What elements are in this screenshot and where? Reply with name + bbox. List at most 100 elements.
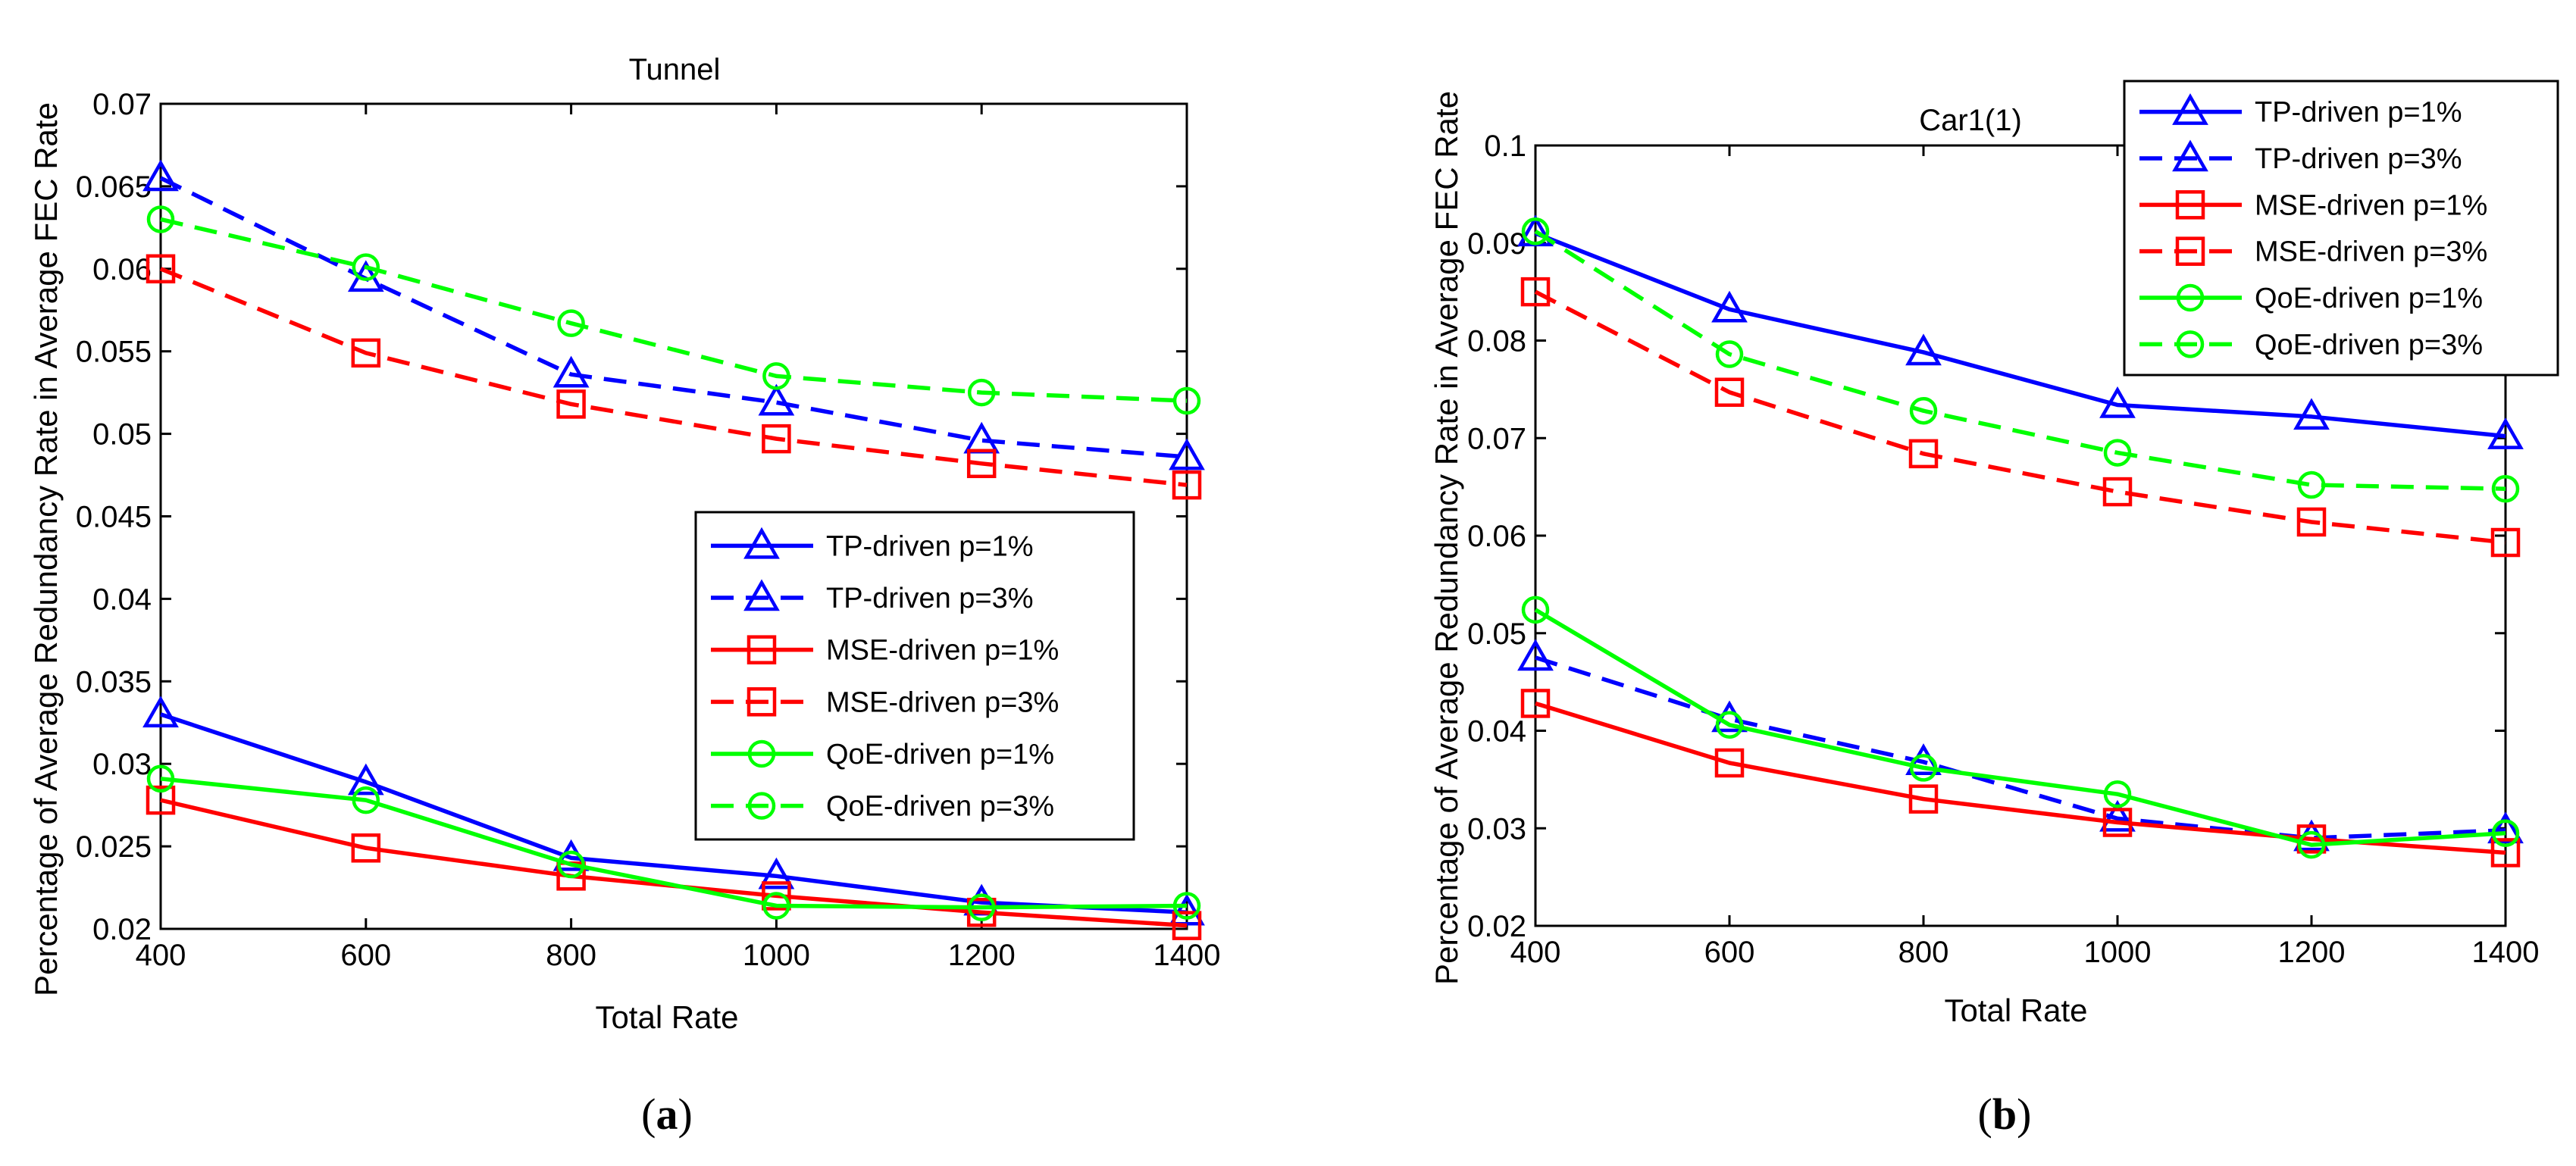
chart-b-y-tick-label: 0.09 — [1467, 227, 1526, 261]
chart-b-x-tick-label: 1400 — [2472, 936, 2540, 969]
chart-b-data-point — [1909, 396, 1938, 425]
chart-b-y-tick-label: 0.04 — [1467, 715, 1526, 749]
chart-a-y-tick-label: 0.045 — [76, 501, 152, 534]
chart-b: Car1(1) Total Rate Percentage of Average… — [1429, 80, 2559, 1139]
chart-b-series-line — [1535, 701, 2506, 855]
chart-b-axes: 400 600 800 1000 1200 1400 0.02 0.03 0.04 0.05 0.0… — [1467, 130, 2539, 969]
chart-a-x-tick-label: 1200 — [948, 939, 1016, 972]
chart-a-legend-entry: QoE-driven p=3% — [711, 791, 1054, 823]
chart-a-data-point — [352, 786, 380, 814]
chart-a-series-line — [159, 176, 1188, 459]
chart-a-series-4 — [146, 764, 1201, 921]
chart-a-legend-entry: MSE-driven p=1% — [711, 635, 1059, 667]
chart-a-legend-marker — [747, 792, 776, 820]
chart-b-data-point — [2487, 417, 2524, 449]
chart-a-y-tick-label: 0.065 — [76, 170, 152, 204]
chart-b-series-0 — [1517, 214, 2524, 449]
chart-b-data-point — [2490, 838, 2521, 867]
chart-a-data-point — [967, 893, 996, 921]
chart-b-data-point — [2491, 474, 2520, 503]
chart-b-data-point — [2102, 477, 2133, 507]
chart-a-axes: 400 600 800 1000 1200 1400 0.02 0.025 0.03 0.035 0… — [76, 88, 1221, 972]
chart-b-caption: (b) — [1978, 1089, 2032, 1139]
chart-b-y-tick-label: 0.08 — [1467, 325, 1526, 358]
chart-a-data-point — [758, 383, 795, 416]
chart-a-data-point — [552, 355, 590, 388]
chart-a-legend-label: TP-driven p=1% — [826, 530, 1034, 562]
chart-b-data-point — [2293, 398, 2330, 430]
chart-a-series-line — [160, 217, 1188, 403]
chart-a-x-tick-label: 1400 — [1153, 939, 1221, 972]
chart-b-y-tick-label: 0.06 — [1467, 520, 1526, 553]
chart-a-data-point — [1169, 438, 1205, 470]
chart-a-x-tick-label: 800 — [546, 939, 596, 972]
chart-a-data-point — [351, 833, 381, 863]
chart-a-data-point — [556, 389, 586, 419]
chart-b-series-line — [1534, 289, 2506, 545]
chart-b-series-2 — [1520, 689, 2521, 867]
chart-a-y-tick-label: 0.05 — [92, 418, 152, 452]
chart-b-legend-entry: MSE-driven p=1% — [2139, 189, 2487, 221]
chart-b-x-tick-label: 800 — [1898, 936, 1949, 969]
chart-a-legend-marker — [747, 687, 777, 717]
chart-b-data-point — [1521, 217, 1550, 245]
chart-a-legend-label: QoE-driven p=3% — [826, 791, 1054, 823]
chart-b-data-point — [2491, 819, 2520, 847]
chart-a-data-point — [347, 763, 384, 796]
chart-b-data-point — [1714, 377, 1745, 407]
chart-a-y-tick-label: 0.06 — [92, 253, 152, 286]
chart-a-legend-marker — [747, 739, 776, 768]
chart-b-data-point — [1714, 748, 1745, 778]
chart-a-series-line — [160, 712, 1188, 914]
chart-a-data-point — [758, 857, 795, 889]
chart-a-data-point — [142, 159, 179, 192]
chart-a-data-point — [762, 881, 791, 911]
chart-b-data-point — [2487, 811, 2524, 844]
chart-b-data-point — [2099, 386, 2136, 418]
chart-a-data-point — [1172, 911, 1202, 940]
chart-a-y-tick-label: 0.055 — [76, 336, 152, 369]
chart-a-series-1 — [142, 159, 1205, 470]
chart-b-legend-label: MSE-driven p=1% — [2255, 189, 2487, 221]
chart-b-data-point — [2296, 824, 2327, 854]
chart-b-legend-entry: TP-driven p=1% — [2139, 93, 2462, 129]
chart-a-legend-entry: TP-driven p=1% — [711, 527, 1034, 562]
chart-a-legend-label: QoE-driven p=1% — [826, 739, 1054, 771]
chart-b-x-tick-label: 600 — [1704, 936, 1755, 969]
chart-b-data-point — [2490, 527, 2521, 558]
chart-a-data-point — [762, 892, 790, 920]
chart-a-legend-marker — [747, 635, 777, 664]
chart-b-data-point — [1715, 711, 1744, 739]
chart-b-legend-marker — [2172, 139, 2208, 172]
chart-b-data-point — [2103, 780, 2132, 808]
chart-a-y-tick-label: 0.03 — [92, 748, 152, 781]
chart-b-data-point — [1517, 639, 1554, 671]
chart-b-x-tick-label: 1200 — [2278, 936, 2346, 969]
chart-a-series-line — [159, 267, 1188, 487]
chart-a-data-point — [1172, 892, 1201, 920]
chart-b-legend-label: MSE-driven p=3% — [2255, 236, 2487, 268]
chart-a-legend: TP-driven p=1% TP-driven p=3% MSE-driven p… — [694, 511, 1135, 841]
chart-b-data-point — [1908, 784, 1939, 814]
chart-b-data-point — [1909, 754, 1938, 782]
chart-a-data-point — [762, 362, 790, 390]
chart-b-data-point — [2297, 470, 2326, 499]
chart-b-xlabel: Total Rate — [1944, 993, 2087, 1028]
chart-a-data-point — [966, 449, 997, 479]
chart-b-y-tick-label: 0.02 — [1467, 910, 1526, 943]
chart-a-data-point — [1172, 470, 1202, 500]
chart-a-x-tick-label: 1000 — [743, 939, 810, 972]
chart-b-data-point — [1715, 340, 1744, 368]
chart-b-series-line — [1534, 231, 2506, 439]
chart-b-data-point — [1521, 596, 1550, 624]
chart-b-legend-marker — [2176, 283, 2205, 312]
chart-b-series-line — [1535, 655, 2506, 840]
chart-b-y-tick-label: 0.03 — [1467, 812, 1526, 846]
chart-a-x-tick-label: 600 — [340, 939, 391, 972]
chart-b-x-tick-label: 400 — [1510, 936, 1561, 969]
chart-a-data-point — [967, 378, 996, 407]
chart-a-xlabel: Total Rate — [595, 999, 738, 1035]
chart-a-data-point — [762, 424, 791, 454]
chart-b-ylabel: Percentage of Average Redundancy Rate in… — [1429, 91, 1464, 985]
chart-a-y-tick-label: 0.035 — [76, 665, 152, 699]
